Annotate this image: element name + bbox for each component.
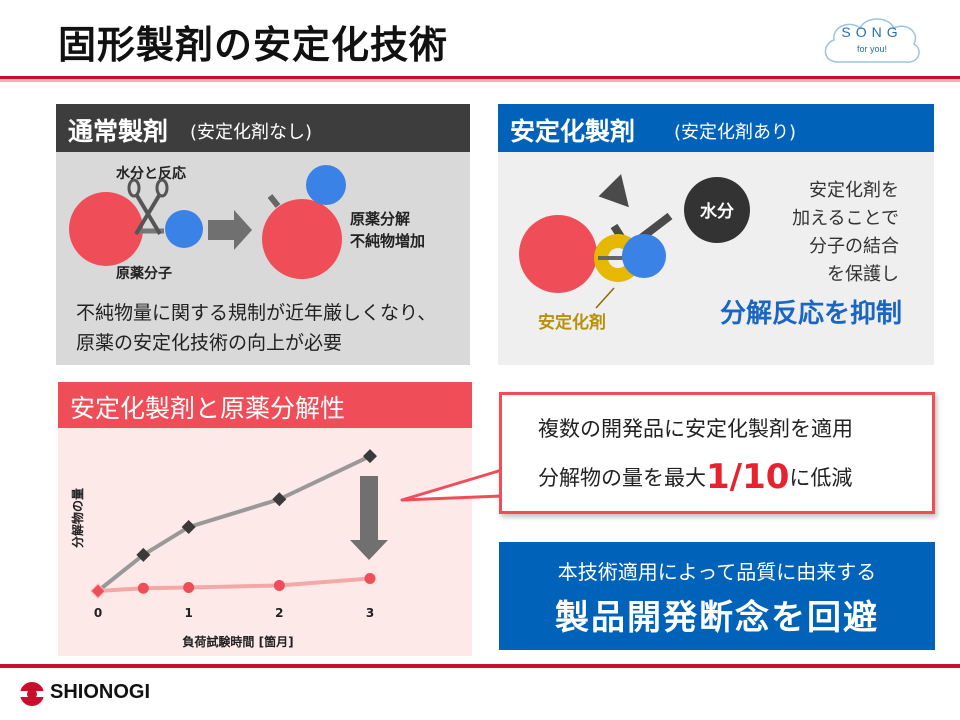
api-molecule-large	[519, 215, 597, 293]
chart-panel-header: 安定化製剤と原薬分解性	[58, 382, 472, 428]
stabilized-text-line-3: 分子の結合	[809, 236, 899, 257]
page-title: 固形製剤の安定化技術	[58, 23, 449, 67]
normal-panel-title: 通常製剤	[68, 117, 169, 146]
normal-panel-header: 通常製剤 (安定化剤なし)	[56, 104, 470, 152]
broken-bond	[267, 194, 281, 208]
normal-panel-body: 水分と反応 原薬分子 原薬分解 不純物増加 不純物量に関する規制が近年厳しくなり…	[56, 152, 470, 365]
label-stabilizer: 安定化剤	[538, 312, 606, 333]
callout-pointer	[400, 468, 503, 502]
chart-point	[364, 572, 376, 584]
normal-text-line-2: 原薬の安定化技術の向上が必要	[76, 332, 343, 354]
chart-panel-title: 安定化製剤と原薬分解性	[70, 394, 346, 423]
conclusion-line-1: 本技術適用によって品質に由来する	[557, 560, 877, 584]
chart-point	[272, 492, 287, 507]
song-logo-main: SONG	[841, 24, 903, 40]
stabilized-panel-title: 安定化製剤	[510, 117, 636, 146]
callout-line-2-pre: 分解物の量を最大	[538, 466, 706, 490]
water-badge	[684, 177, 750, 243]
chart-y-label: 分解物の量	[70, 488, 85, 548]
callout-line-1: 複数の開発品に安定化製剤を適用	[538, 417, 853, 441]
company-logo: SHIONOGI	[18, 678, 238, 710]
decomposition-chart: 0 1 2 3 分解物の量 負荷試験時間 [箇月]	[70, 449, 388, 649]
normal-panel-text: 不純物量に関する規制が近年厳しくなり、 原薬の安定化技術の向上が必要	[76, 298, 436, 358]
chart-panel-body: 0 1 2 3 分解物の量 負荷試験時間 [箇月]	[58, 428, 472, 656]
label-reaction: 水分と反応	[116, 165, 186, 182]
chart-point	[90, 583, 106, 599]
chart-point	[181, 520, 196, 535]
stabilized-panel-body: 安定化剤 水分 安定化剤を 加えることで 分子の結合 を保護し 分解反応を抑制	[498, 152, 934, 365]
conclusion-box: 本技術適用によって品質に由来する 製品開発断念を回避	[499, 542, 935, 650]
arrow-right-icon	[208, 210, 252, 250]
stabilized-emphasis: 分解反応を抑制	[720, 298, 902, 329]
footer-divider	[0, 664, 960, 668]
stabilized-panel-header: 安定化製剤 (安定化剤あり)	[498, 104, 934, 152]
conclusion-line-2: 製品開発断念を回避	[555, 598, 879, 638]
song-logo: SONG for you!	[820, 14, 924, 70]
label-molecule: 原薬分子	[116, 265, 172, 282]
company-name: SHIONOGI	[50, 681, 151, 703]
chart-x-tick: 2	[275, 606, 283, 620]
scissors-icon	[127, 178, 169, 236]
stabilized-panel-subtitle: (安定化剤あり)	[674, 122, 797, 143]
label-result-1: 原薬分解	[350, 210, 410, 228]
chart-point	[137, 582, 149, 594]
api-molecule-large	[69, 192, 143, 266]
song-logo-sub: for you!	[856, 44, 887, 54]
callout-line-2-post: に低減	[789, 466, 853, 490]
decomposed-molecule	[262, 199, 342, 279]
decrease-arrow-icon	[350, 476, 388, 560]
cloud-icon	[824, 18, 920, 63]
stabilized-text-line-4: を保護し	[827, 264, 899, 285]
chart-point	[273, 579, 285, 591]
result-callout: 複数の開発品に安定化製剤を適用 分解物の量を最大1/10に低減	[499, 392, 935, 514]
chart-x-tick: 3	[366, 606, 374, 620]
api-molecule-small	[622, 234, 666, 278]
stabilized-text-line-1: 安定化剤を	[809, 180, 899, 201]
label-result-2: 不純物増加	[350, 232, 425, 250]
detached-molecule	[306, 165, 346, 205]
stabilized-diagram: 安定化剤 水分 安定化剤を 加えることで 分子の結合 を保護し 分解反応を抑制	[519, 174, 902, 333]
chart-point	[136, 547, 151, 562]
normal-diagram: 水分と反応 原薬分子 原薬分解 不純物増加	[69, 165, 425, 282]
api-molecule-small	[165, 210, 203, 248]
normal-panel-subtitle: (安定化剤なし)	[190, 122, 313, 143]
stabilized-text-line-2: 加えることで	[792, 208, 899, 229]
label-water: 水分	[700, 201, 734, 222]
shionogi-logo-icon	[20, 682, 44, 706]
chart-x-tick: 0	[94, 606, 102, 620]
chart-series-line	[96, 454, 371, 593]
callout-line-2-big: 1/10	[706, 457, 790, 497]
normal-text-line-1: 不純物量に関する規制が近年厳しくなり、	[76, 302, 437, 324]
callout-line-2: 分解物の量を最大1/10に低減	[538, 457, 852, 497]
chart-point	[363, 449, 377, 464]
chart-x-label: 負荷試験時間 [箇月]	[182, 634, 293, 649]
title-divider	[0, 76, 960, 82]
chart-point	[183, 582, 195, 594]
chart-x-tick: 1	[184, 606, 192, 620]
